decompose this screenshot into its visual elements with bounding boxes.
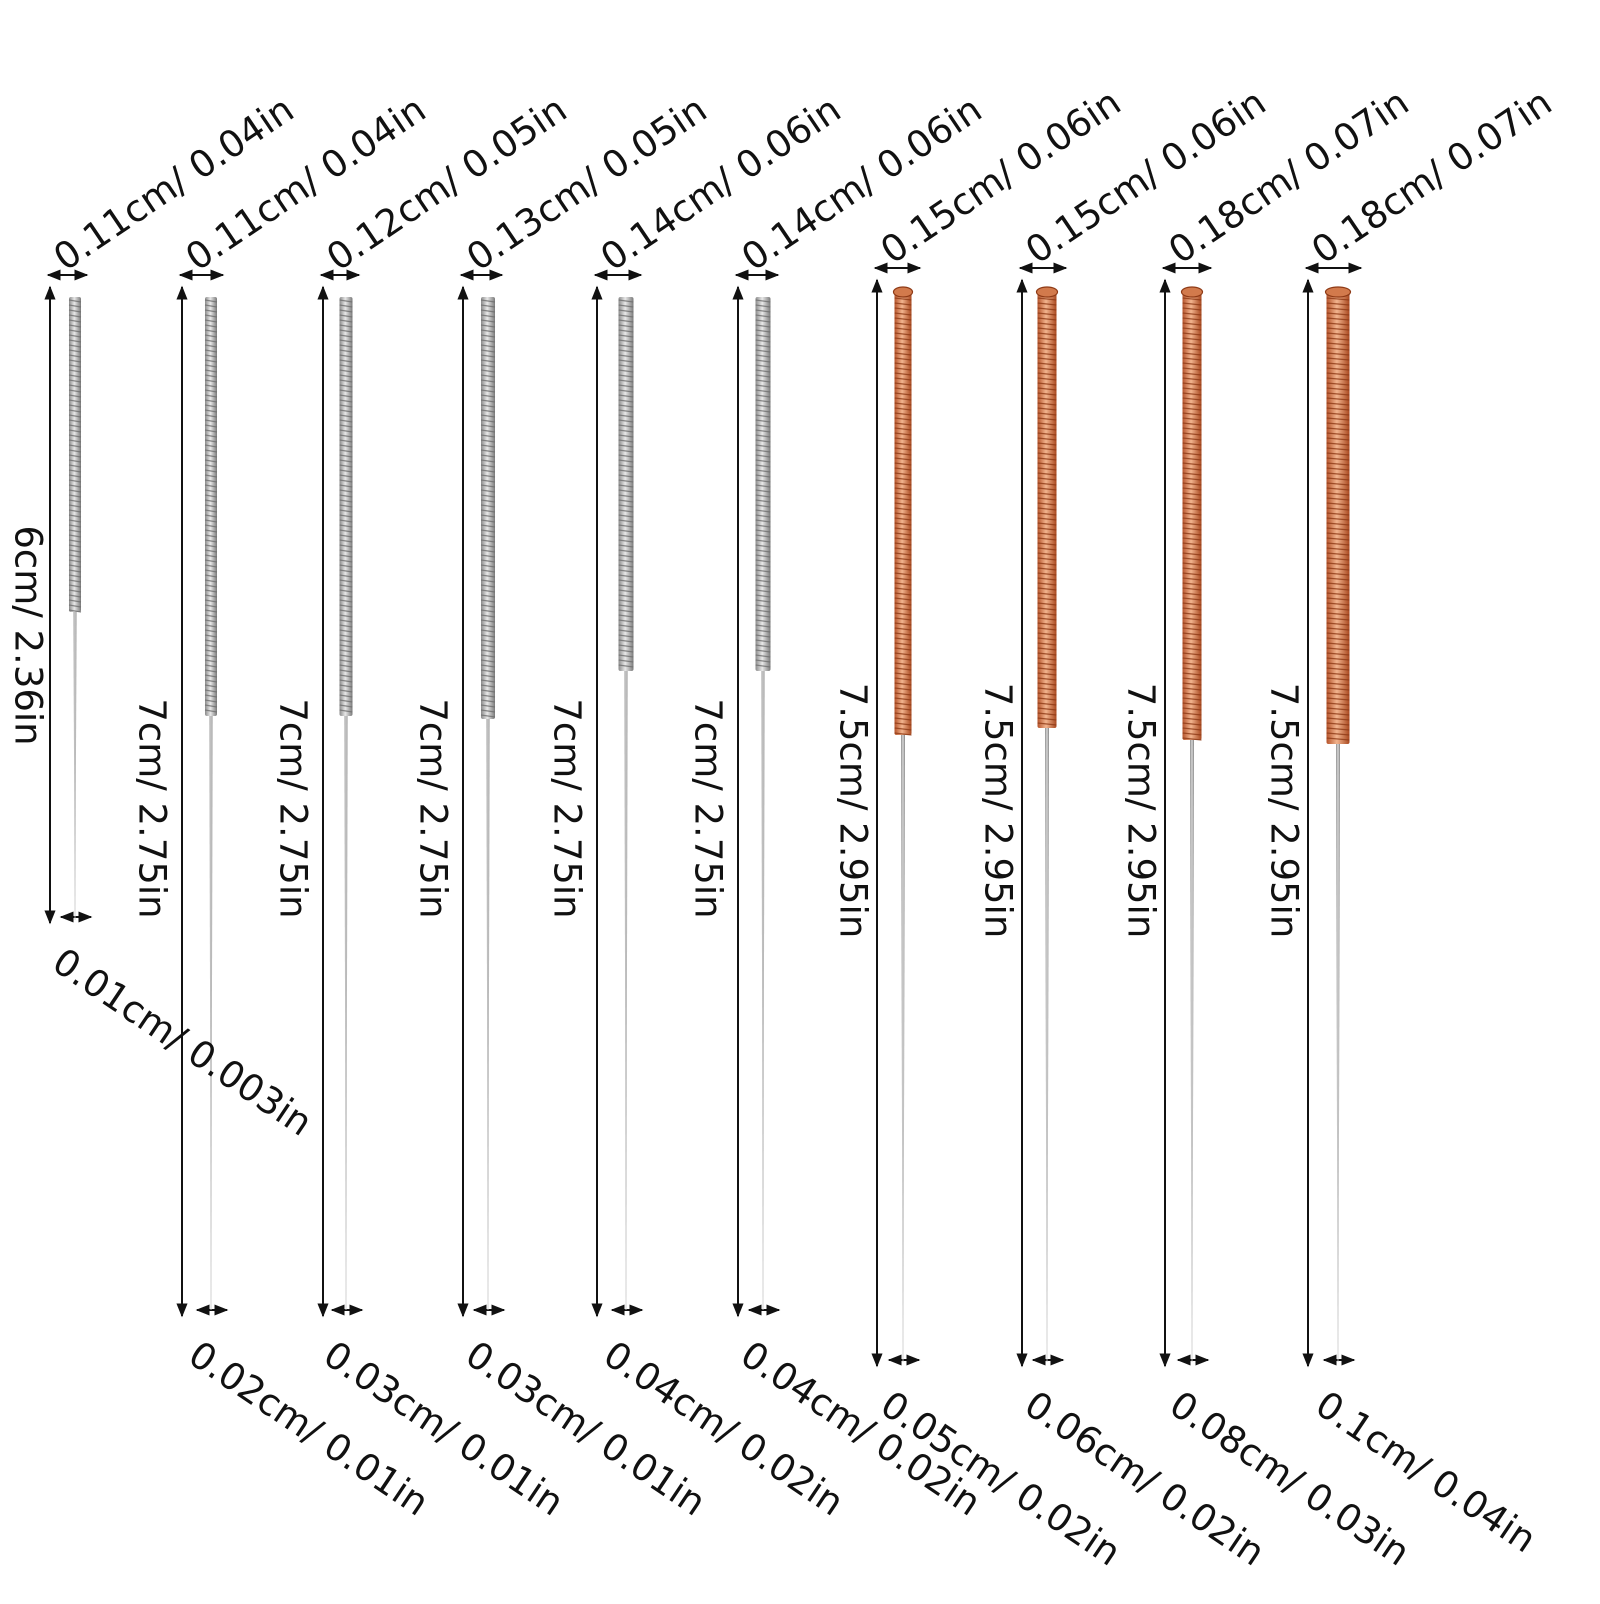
needle-shaft xyxy=(486,719,490,1310)
length-label: 7.5cm/ 2.95in xyxy=(1119,682,1163,938)
handle-cap xyxy=(1035,286,1059,298)
length-label: 7.5cm/ 2.95in xyxy=(976,682,1020,938)
length-label: 7cm/ 2.75in xyxy=(130,697,174,919)
handle-cap xyxy=(1180,286,1204,298)
handle-cap xyxy=(1324,286,1352,298)
needle-6 xyxy=(732,269,781,1318)
needle-3 xyxy=(317,269,364,1318)
length-label: 7cm/ 2.75in xyxy=(545,697,589,919)
needle-shaft xyxy=(1045,728,1049,1362)
handle-cap xyxy=(892,286,914,298)
needle-shaft xyxy=(209,716,213,1310)
length-label: 7cm/ 2.75in xyxy=(411,697,455,919)
needle-2 xyxy=(176,269,229,1318)
coil-windings xyxy=(1326,292,1350,741)
needle-shaft xyxy=(1190,740,1194,1362)
needle-4 xyxy=(457,269,506,1318)
coil-windings xyxy=(68,299,82,613)
length-label: 7.5cm/ 2.95in xyxy=(831,682,875,938)
coil-windings xyxy=(1037,292,1057,726)
coil-windings xyxy=(1182,292,1202,741)
length-label: 6cm/ 2.36in xyxy=(6,524,50,746)
length-label: 7.5cm/ 2.95in xyxy=(1262,682,1306,938)
coil-windings xyxy=(339,299,353,713)
copper-coil-handle xyxy=(1182,290,1202,740)
needle-5 xyxy=(591,269,644,1318)
needle-shaft xyxy=(73,612,77,920)
silver-coil-handle xyxy=(481,297,495,719)
needle-9 xyxy=(1159,262,1213,1368)
coil-windings xyxy=(755,299,771,668)
coil-windings xyxy=(894,292,912,736)
needle-shaft xyxy=(761,671,765,1310)
needle-1 xyxy=(44,269,93,925)
needle-shaft xyxy=(344,716,348,1310)
coil-windings xyxy=(618,299,634,668)
needle-7 xyxy=(871,262,922,1368)
coil-windings xyxy=(204,299,218,713)
needle-8 xyxy=(1016,262,1068,1368)
length-label: 7cm/ 2.75in xyxy=(686,697,730,919)
coil-windings xyxy=(480,299,496,718)
needle-10 xyxy=(1302,262,1363,1368)
length-label: 7cm/ 2.75in xyxy=(271,697,315,919)
needle-shaft xyxy=(624,671,628,1310)
needle-shaft xyxy=(901,735,905,1362)
needle-shaft xyxy=(1336,744,1340,1362)
